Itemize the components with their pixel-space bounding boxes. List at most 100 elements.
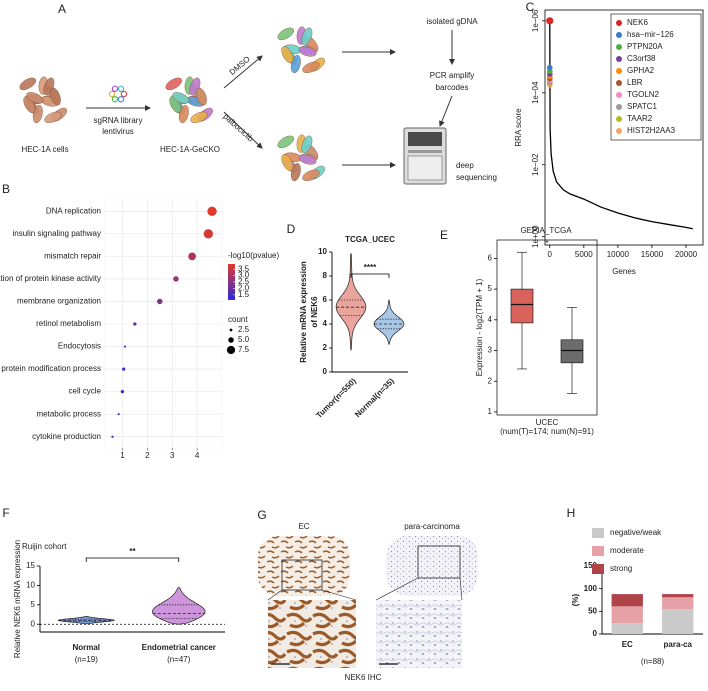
cell bbox=[301, 135, 313, 154]
panel-g: G EC para-carcinoma NEK6 IHC bbox=[257, 508, 478, 682]
bar-segment bbox=[611, 606, 643, 624]
category-label: regulation of protein kinase activity bbox=[0, 274, 101, 283]
y-tick-label: 5 bbox=[488, 284, 493, 293]
colorbar-label: 2.5 bbox=[238, 277, 250, 286]
colorbar-label: 2.0 bbox=[238, 284, 250, 293]
cell bbox=[169, 96, 182, 114]
bar-segment bbox=[662, 609, 694, 634]
category-label: Endocytosis bbox=[58, 342, 101, 351]
tissue-image bbox=[258, 536, 350, 596]
y-tick-label: 1e−02 bbox=[531, 153, 540, 176]
y-tick-label: 100 bbox=[584, 584, 598, 593]
y-tick-label: 0 bbox=[593, 629, 598, 638]
x-tick-label: 20000 bbox=[675, 250, 698, 259]
y-axis-label: (%) bbox=[571, 593, 580, 606]
x-tick-label: EC bbox=[622, 640, 633, 649]
panel-label: D bbox=[287, 222, 296, 236]
cell bbox=[290, 163, 301, 182]
cell bbox=[26, 92, 44, 104]
cell bbox=[281, 46, 294, 64]
y-tick-label: 5 bbox=[31, 600, 36, 609]
colorbar-label: 3.5 bbox=[238, 264, 250, 273]
image-title: EC bbox=[298, 522, 309, 531]
chart-title: Ruijin cohort bbox=[22, 542, 67, 551]
violin-body bbox=[335, 253, 367, 351]
x-tick-label: 1 bbox=[120, 451, 125, 460]
colorbar bbox=[228, 264, 235, 300]
panel-label: G bbox=[257, 508, 266, 522]
dot bbox=[111, 435, 114, 438]
y-axis-label: Relative mRNA expression bbox=[299, 261, 308, 363]
arrow bbox=[223, 55, 263, 89]
x-tick-label: Tumor(n=550) bbox=[314, 376, 358, 420]
dot bbox=[173, 276, 179, 282]
tissue-image bbox=[386, 536, 478, 596]
y-axis-label: Expression - log2(TPM + 1) bbox=[475, 278, 484, 376]
legend-key bbox=[616, 56, 622, 62]
size-key bbox=[229, 328, 233, 332]
size-label: 5.0 bbox=[238, 335, 250, 344]
y-tick-label: 3 bbox=[488, 346, 493, 355]
colorbar-label: 3.0 bbox=[238, 271, 250, 280]
y-tick-label: 150 bbox=[584, 561, 598, 570]
zoom-line bbox=[375, 577, 419, 601]
legend-key bbox=[616, 80, 622, 86]
y-axis-label: of NEK6 bbox=[310, 296, 319, 328]
step-label: sgRNA library bbox=[94, 116, 143, 125]
legend-key bbox=[616, 116, 622, 122]
step-label: HEC-1A-GeCKO bbox=[160, 145, 220, 154]
category-label: DNA replication bbox=[46, 206, 101, 215]
legend-title: -log10(pvalue) bbox=[228, 251, 279, 260]
curve bbox=[549, 20, 693, 230]
zoom-line bbox=[321, 589, 357, 601]
y-axis-label: RRA score bbox=[514, 108, 523, 147]
plot-frame bbox=[496, 239, 598, 416]
x-tick-label: 3 bbox=[170, 451, 175, 460]
y-tick-label: 4 bbox=[323, 319, 328, 328]
gene-point bbox=[546, 64, 553, 71]
dot bbox=[157, 298, 163, 305]
legend-key bbox=[592, 528, 604, 538]
x-tick-label: para-ca bbox=[664, 640, 693, 649]
colorbar-label: 1.5 bbox=[238, 290, 250, 299]
y-tick-label: 1 bbox=[488, 407, 493, 416]
library-icon bbox=[117, 85, 125, 93]
cell bbox=[23, 96, 36, 114]
bar-segment bbox=[662, 594, 694, 598]
cell bbox=[281, 154, 294, 172]
bar-segment bbox=[662, 597, 694, 610]
category-label: cytokine production bbox=[32, 432, 101, 441]
zoom-image bbox=[268, 600, 356, 668]
category-label: metabolic process bbox=[37, 409, 101, 418]
dot bbox=[188, 252, 196, 261]
panel-label: F bbox=[2, 506, 9, 520]
category-label: mismatch repair bbox=[44, 251, 101, 260]
panel-a: A HEC-1A cells sgRNA library lentivirus … bbox=[19, 2, 497, 185]
zoom-line bbox=[267, 589, 283, 601]
x-tick-sublabel: (n=47) bbox=[167, 655, 191, 664]
y-tick-label: 6 bbox=[323, 295, 328, 304]
cell bbox=[298, 46, 317, 57]
cell bbox=[32, 105, 43, 124]
size-key bbox=[226, 345, 236, 355]
legend-label: HIST2H2AA3 bbox=[627, 126, 676, 135]
legend-label: LBR bbox=[627, 78, 643, 87]
dot bbox=[203, 229, 213, 239]
y-tick-label: 8 bbox=[323, 271, 328, 280]
step-label: barcodes bbox=[436, 83, 469, 92]
size-label: 2.5 bbox=[238, 325, 250, 334]
bar-segment bbox=[611, 623, 643, 634]
y-tick-label: 4 bbox=[488, 315, 493, 324]
legend-key bbox=[616, 128, 622, 134]
step-label: lentivirus bbox=[102, 127, 134, 136]
x-axis-sublabel: (num(T)=174; num(N)=91) bbox=[500, 427, 594, 436]
step-label: DMSO bbox=[228, 55, 252, 77]
dot bbox=[117, 413, 120, 416]
legend-label: GPHA2 bbox=[627, 66, 655, 75]
violin-body bbox=[152, 586, 206, 625]
cell bbox=[50, 87, 61, 106]
dot bbox=[207, 206, 217, 216]
